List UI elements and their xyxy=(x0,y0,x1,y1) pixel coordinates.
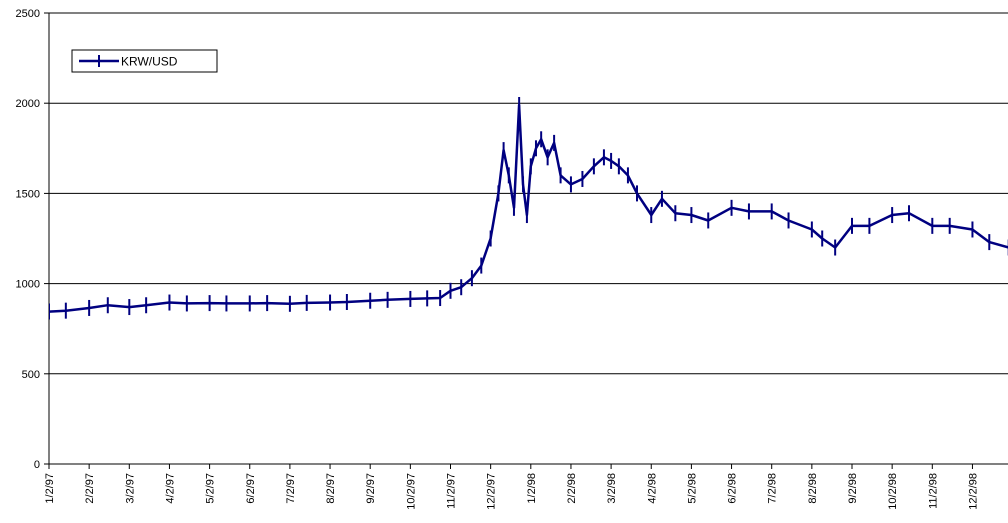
x-tick-label: 1/2/97 xyxy=(44,473,56,504)
x-tick-label: 7/2/98 xyxy=(767,473,779,504)
axes xyxy=(48,13,1008,465)
x-tick-label: 11/2/97 xyxy=(446,473,458,509)
x-tick-label: 7/2/97 xyxy=(285,473,297,504)
x-tick-label: 6/2/97 xyxy=(245,473,257,504)
x-tick-label: 11/2/98 xyxy=(927,473,939,509)
x-tick-label: 2/2/98 xyxy=(566,473,578,504)
x-tick-label: 9/2/98 xyxy=(847,473,859,504)
legend-box xyxy=(71,49,218,73)
legend-label: KRW/USD xyxy=(121,55,178,69)
y-tick-label-1000: 1000 xyxy=(16,279,40,291)
x-tick-label: 1/2/98 xyxy=(526,473,538,504)
x-tick-label: 10/2/97 xyxy=(405,473,417,510)
x-tick-label: 2/2/97 xyxy=(84,473,96,504)
x-tick-label: 8/2/98 xyxy=(807,473,819,504)
y-tick-label-500: 500 xyxy=(22,369,40,381)
y-tick-label-0: 0 xyxy=(34,459,40,471)
series-line-krw-usd xyxy=(49,103,1008,313)
y-tick-label-2000: 2000 xyxy=(16,98,40,110)
x-tick-label: 5/2/97 xyxy=(205,473,217,504)
x-tick-label: 8/2/97 xyxy=(325,473,337,504)
y-tick-label-1500: 1500 xyxy=(16,188,40,200)
x-tick-label: 9/2/97 xyxy=(365,473,377,504)
x-tick-label: 5/2/98 xyxy=(686,473,698,504)
x-tick-label: 6/2/98 xyxy=(727,473,739,504)
y-axis-ticks: 0 500 1000 1500 2000 2500 xyxy=(16,8,49,471)
y-tick-label-2500: 2500 xyxy=(16,8,40,20)
x-axis-ticks: 1/2/97 2/2/97 3/2/97 4/2/97 5/2/97 6/2/97 7/2/… xyxy=(44,464,979,510)
legend: KRW/USD xyxy=(71,49,218,73)
x-tick-label: 10/2/98 xyxy=(887,473,899,510)
x-tick-label: 12/2/97 xyxy=(486,473,498,510)
x-tick-label: 4/2/98 xyxy=(646,473,658,504)
x-tick-label: 3/2/98 xyxy=(606,473,618,504)
x-tick-label: 12/2/98 xyxy=(967,473,979,510)
x-tick-label: 3/2/97 xyxy=(124,473,136,504)
plot-area xyxy=(49,97,1008,320)
x-tick-label: 4/2/97 xyxy=(164,473,176,504)
